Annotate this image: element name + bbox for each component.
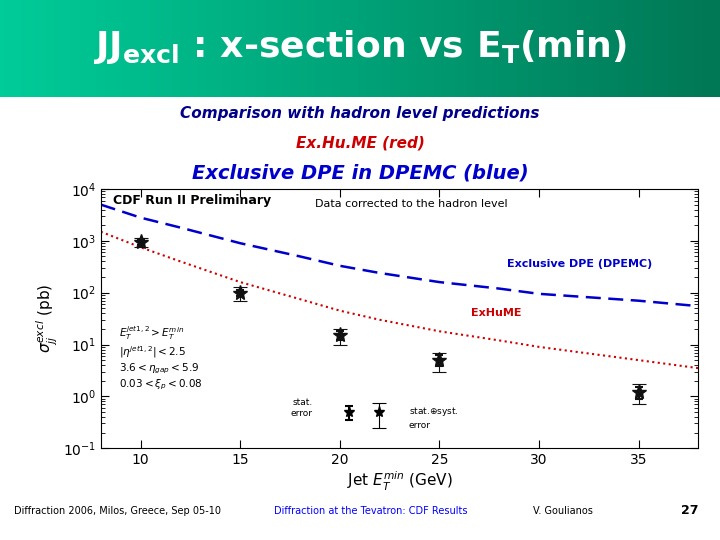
Text: 27: 27 [681, 504, 698, 517]
Text: Diffraction 2006, Milos, Greece, Sep 05-10: Diffraction 2006, Milos, Greece, Sep 05-… [14, 506, 222, 516]
X-axis label: Jet $E_{T}^{min}$ (GeV): Jet $E_{T}^{min}$ (GeV) [346, 470, 453, 493]
Text: V. Goulianos: V. Goulianos [533, 506, 593, 516]
Text: error: error [408, 421, 431, 430]
Text: $E_T^{jet1,2} > E_T^{min}$
$|\eta^{jet1,2}| < 2.5$
$3.6 < \eta_{gap} < 5.9$
$0.0: $E_T^{jet1,2} > E_T^{min}$ $|\eta^{jet1,… [119, 324, 202, 393]
Text: Exclusive DPE in DPEMC (blue): Exclusive DPE in DPEMC (blue) [192, 164, 528, 183]
Text: stat.$\oplus$syst.: stat.$\oplus$syst. [408, 406, 459, 419]
Text: JJ$_{\mathbf{excl}}$ : x-section vs E$_{\mathbf{T}}$(min): JJ$_{\mathbf{excl}}$ : x-section vs E$_{… [93, 28, 627, 66]
Text: Diffraction at the Tevatron: CDF Results: Diffraction at the Tevatron: CDF Results [274, 506, 467, 516]
Text: ExHuME: ExHuME [472, 308, 522, 319]
Text: Exclusive DPE (DPEMC): Exclusive DPE (DPEMC) [507, 259, 652, 269]
Y-axis label: $\sigma_{jj}^{excl}$ (pb): $\sigma_{jj}^{excl}$ (pb) [35, 284, 60, 353]
Text: CDF Run II Preliminary: CDF Run II Preliminary [113, 194, 271, 207]
Text: Data corrected to the hadron level: Data corrected to the hadron level [315, 199, 508, 210]
Text: Comparison with hadron level predictions: Comparison with hadron level predictions [180, 106, 540, 121]
Text: stat.
error: stat. error [291, 399, 313, 418]
Text: Ex.Hu.ME (red): Ex.Hu.ME (red) [296, 135, 424, 150]
